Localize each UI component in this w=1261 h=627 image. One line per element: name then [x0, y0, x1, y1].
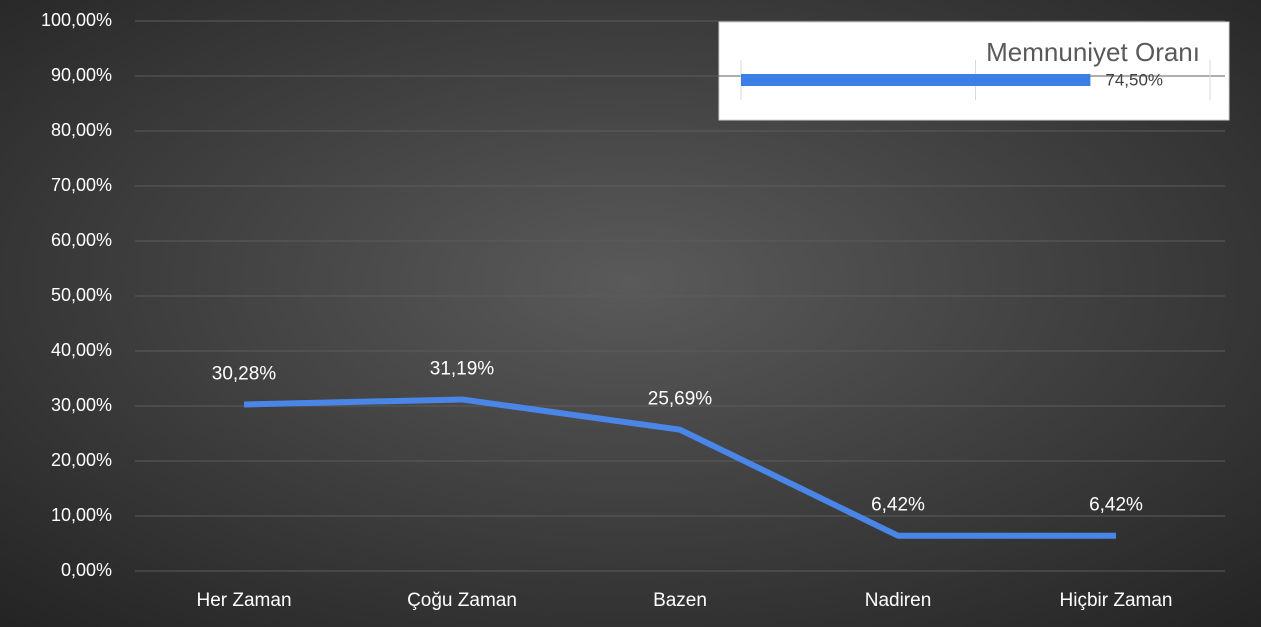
y-tick-label: 50,00% [51, 285, 112, 305]
y-tick-label: 80,00% [51, 120, 112, 140]
x-tick-label: Her Zaman [196, 590, 291, 611]
y-tick-label: 90,00% [51, 65, 112, 85]
x-tick-label: Nadiren [865, 590, 932, 611]
y-tick-label: 40,00% [51, 340, 112, 360]
inset-title: Memnuniyet Oranı [986, 37, 1200, 67]
data-label: 74,50% [1105, 70, 1163, 89]
y-tick-label: 20,00% [51, 450, 112, 470]
y-tick-label: 70,00% [51, 175, 112, 195]
y-tick-label: 0,00% [61, 560, 112, 580]
line [243, 396, 1116, 539]
x-tick-label: Bazen [653, 590, 707, 611]
y-tick-label: 30,00% [51, 395, 112, 415]
y-tick-label: 60,00% [51, 230, 112, 250]
data-label: 6,42% [871, 495, 925, 516]
inset-panel [718, 21, 1230, 121]
bar [741, 74, 1091, 86]
y-tick-label: 10,00% [51, 505, 112, 525]
y-tick-label: 100,00% [41, 10, 112, 30]
data-label: 6,42% [1089, 495, 1143, 516]
data-label: 30,28% [212, 363, 277, 384]
x-tick-label: Çoğu Zaman [407, 590, 517, 611]
data-label: 25,69% [648, 389, 713, 410]
data-label: 31,19% [430, 358, 495, 379]
x-tick-label: Hiçbir Zaman [1060, 590, 1173, 611]
